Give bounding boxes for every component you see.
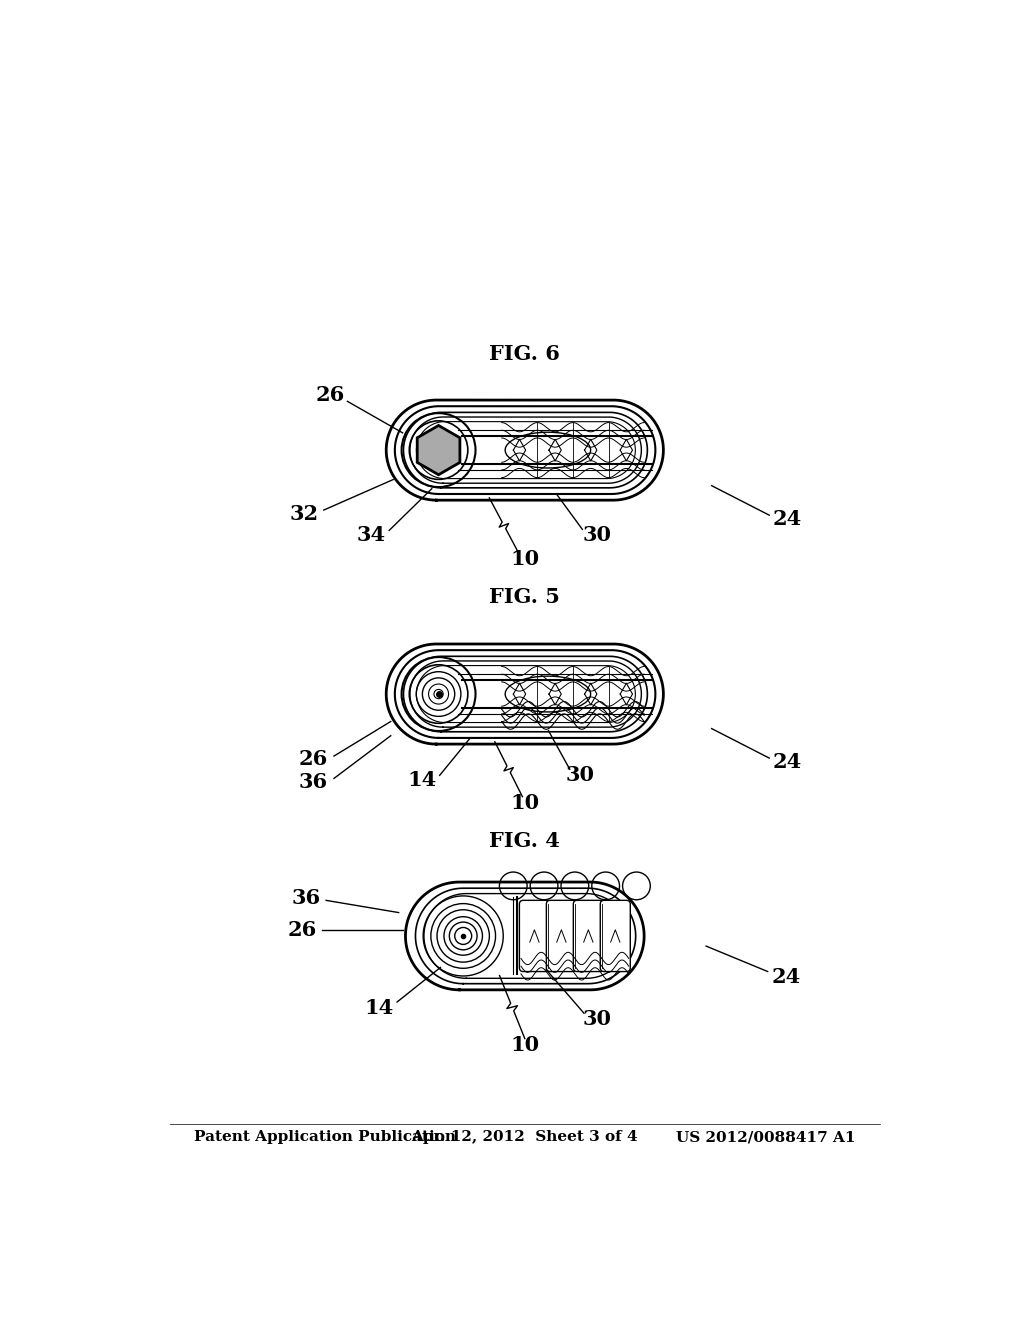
Text: 24: 24 [772, 966, 801, 986]
Text: 14: 14 [365, 998, 393, 1018]
Text: 10: 10 [510, 793, 540, 813]
Text: 26: 26 [315, 385, 345, 405]
Text: 36: 36 [299, 772, 328, 792]
FancyBboxPatch shape [600, 900, 631, 972]
Text: 26: 26 [299, 748, 328, 770]
Text: 24: 24 [773, 752, 802, 772]
Text: 26: 26 [288, 920, 317, 940]
Text: FIG. 6: FIG. 6 [489, 343, 560, 363]
Text: Patent Application Publication: Patent Application Publication [194, 1130, 456, 1144]
Text: 36: 36 [292, 888, 321, 908]
Text: 24: 24 [773, 510, 802, 529]
Text: 10: 10 [510, 1035, 540, 1055]
FancyBboxPatch shape [519, 900, 550, 972]
Text: Apr. 12, 2012  Sheet 3 of 4: Apr. 12, 2012 Sheet 3 of 4 [412, 1130, 638, 1144]
FancyBboxPatch shape [547, 900, 577, 972]
Circle shape [432, 444, 444, 457]
Text: 32: 32 [290, 504, 318, 524]
Text: FIG. 4: FIG. 4 [489, 832, 560, 851]
Text: US 2012/0088417 A1: US 2012/0088417 A1 [677, 1130, 856, 1144]
Text: 30: 30 [583, 1010, 612, 1030]
Text: 10: 10 [510, 549, 540, 569]
Text: 14: 14 [408, 771, 437, 791]
FancyBboxPatch shape [573, 900, 603, 972]
Polygon shape [417, 425, 460, 475]
Text: 30: 30 [565, 766, 595, 785]
Text: FIG. 5: FIG. 5 [489, 587, 560, 607]
Text: 30: 30 [583, 525, 612, 545]
Text: 34: 34 [356, 525, 386, 545]
